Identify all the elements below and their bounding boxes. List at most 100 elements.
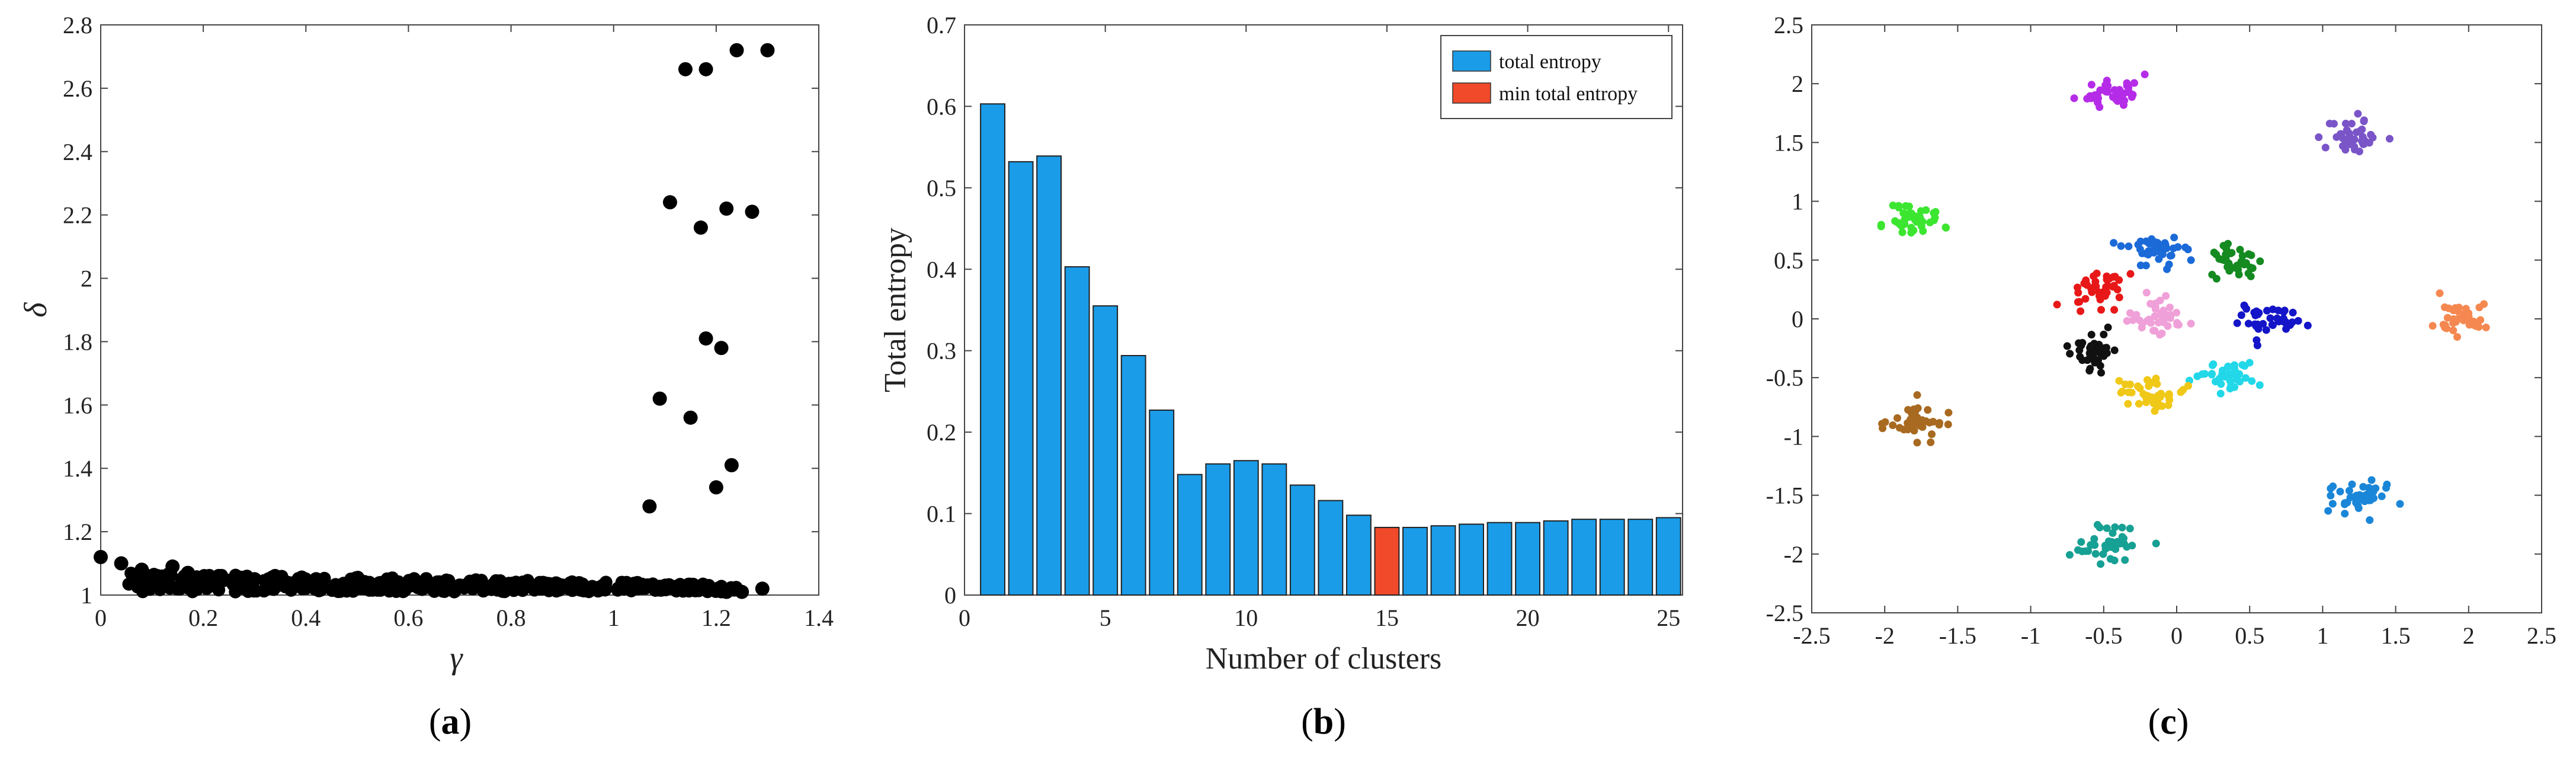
panel-c-xtick-label: -0.5 xyxy=(2085,622,2122,649)
panel-c-point xyxy=(1929,417,1937,426)
panel-a-point xyxy=(309,572,323,587)
panel-a-point xyxy=(637,578,652,593)
panel-b-bar xyxy=(1261,463,1287,596)
panel-c-point xyxy=(2126,380,2134,389)
panel-c-point xyxy=(2132,311,2141,319)
panel-c-point xyxy=(2111,273,2119,281)
panel-b-bar xyxy=(1318,500,1344,596)
panel-c-point xyxy=(2428,322,2437,330)
panel-c-point xyxy=(1944,408,1953,417)
panel-c-point xyxy=(2096,103,2104,111)
panel-c-point xyxy=(2225,259,2233,267)
panel-c-point xyxy=(2126,525,2134,533)
panel-a-point xyxy=(162,577,175,590)
panel-c-point xyxy=(2108,538,2116,546)
panel-a-ytick-label: 1 xyxy=(81,582,92,609)
panel-c-point xyxy=(2117,242,2125,250)
panel-a-point xyxy=(473,575,488,590)
panel-a-point xyxy=(729,43,744,57)
panel-b-ytick-label: 0.6 xyxy=(927,93,956,120)
panel-a-point xyxy=(719,584,734,599)
panel-c-point xyxy=(1930,209,1938,217)
panel-a-point xyxy=(735,584,749,599)
panel-a-point xyxy=(350,572,364,587)
panel-c-point xyxy=(1930,216,1938,225)
panel-b-bar xyxy=(1064,266,1090,596)
panel-c-point xyxy=(2142,289,2151,297)
panel-c-point xyxy=(2119,534,2127,542)
panel-c-point xyxy=(2115,293,2123,302)
panel-c-point xyxy=(2083,95,2091,103)
panel-c-point xyxy=(1927,438,1935,446)
panel-a-ytick-label: 2.8 xyxy=(63,12,92,39)
panel-c-point xyxy=(2151,312,2159,321)
panel-a-point xyxy=(652,391,667,406)
panel-c-ytick-label: -0.5 xyxy=(1766,364,1803,391)
panel-a-points xyxy=(94,43,775,599)
panel-b-letter: b xyxy=(1313,702,1334,742)
panel-c-point xyxy=(2125,242,2133,251)
panel-c-point xyxy=(2109,283,2117,291)
panel-c-point xyxy=(2086,350,2094,359)
panel-a-point xyxy=(709,480,723,495)
panel-c-point xyxy=(2111,523,2119,531)
panel-c-point xyxy=(2090,282,2098,290)
panel-c-point xyxy=(2115,377,2123,385)
panel-c-point xyxy=(2104,323,2112,331)
panel-c-point xyxy=(2128,93,2136,101)
panel-a-point xyxy=(391,575,406,590)
panel-b-xtick-label: 15 xyxy=(1375,605,1399,631)
panel-a-ytick-label: 2.4 xyxy=(63,139,92,165)
panel-c-point xyxy=(2110,306,2119,314)
panel-c-point xyxy=(2436,289,2444,298)
panel-a-xtick-label: 1.4 xyxy=(804,605,834,631)
panel-c-point xyxy=(1907,415,1915,424)
panel-c-point xyxy=(2077,538,2085,546)
panel-b-ytick-label: 0.5 xyxy=(927,175,956,202)
panel-c-point xyxy=(2453,306,2462,314)
panel-a-point xyxy=(114,556,129,571)
panel-c-point xyxy=(2146,319,2155,327)
panel-c-point xyxy=(2294,316,2302,325)
panel-c-point xyxy=(2325,119,2334,127)
panel-c-point xyxy=(2245,359,2254,367)
panel-c-point xyxy=(2164,322,2172,330)
panel-c-ytick-label: 2.5 xyxy=(1774,12,1803,39)
panel-c-point xyxy=(2327,491,2335,500)
panel-c-point xyxy=(2248,377,2256,385)
panel-c-point xyxy=(2378,492,2386,500)
panel-c-point xyxy=(2345,487,2353,495)
panel-c-point xyxy=(2240,301,2248,309)
panel-c-letter: c xyxy=(2160,702,2177,742)
panel-c-point xyxy=(2475,303,2484,312)
panel-c-point xyxy=(2255,381,2264,389)
panel-c-point xyxy=(2354,497,2362,505)
panel-c-ytick-label: 1 xyxy=(1792,188,1803,215)
panel-c-point xyxy=(2321,143,2330,152)
panel-b-ytick-label: 0.3 xyxy=(927,338,956,364)
panel-c-point xyxy=(2097,560,2105,568)
panel-c-point xyxy=(2229,369,2238,378)
panel-a-ytick-label: 1.4 xyxy=(63,455,92,482)
panel-c-point xyxy=(2369,133,2377,142)
panel-a-point xyxy=(678,62,693,76)
panel-a-point xyxy=(642,499,657,514)
panel-a-point xyxy=(699,62,713,76)
panel-c-point xyxy=(1889,202,1897,210)
panel-c-point xyxy=(1905,202,1913,210)
panel-c-xtick-label: 0.5 xyxy=(2235,622,2264,649)
panel-b-bar xyxy=(1571,519,1597,596)
panel-c-point xyxy=(2336,487,2344,495)
panel-c-point xyxy=(2090,535,2098,543)
panel-b-ylabel: Total entropy xyxy=(879,228,912,392)
panel-b-bar xyxy=(1515,522,1541,596)
panel-a-xtick-label: 0.8 xyxy=(496,605,526,631)
panel-c-point xyxy=(1904,405,1912,414)
panel-b-bar xyxy=(1177,474,1203,596)
panel-c-point xyxy=(2158,329,2166,337)
panel-b-bar xyxy=(1402,526,1428,596)
panel-c-xtick-label: 2.5 xyxy=(2527,622,2556,649)
panel-c-point xyxy=(2170,234,2178,242)
panel-c-point xyxy=(2156,296,2164,305)
panel-c-point xyxy=(2095,292,2103,300)
